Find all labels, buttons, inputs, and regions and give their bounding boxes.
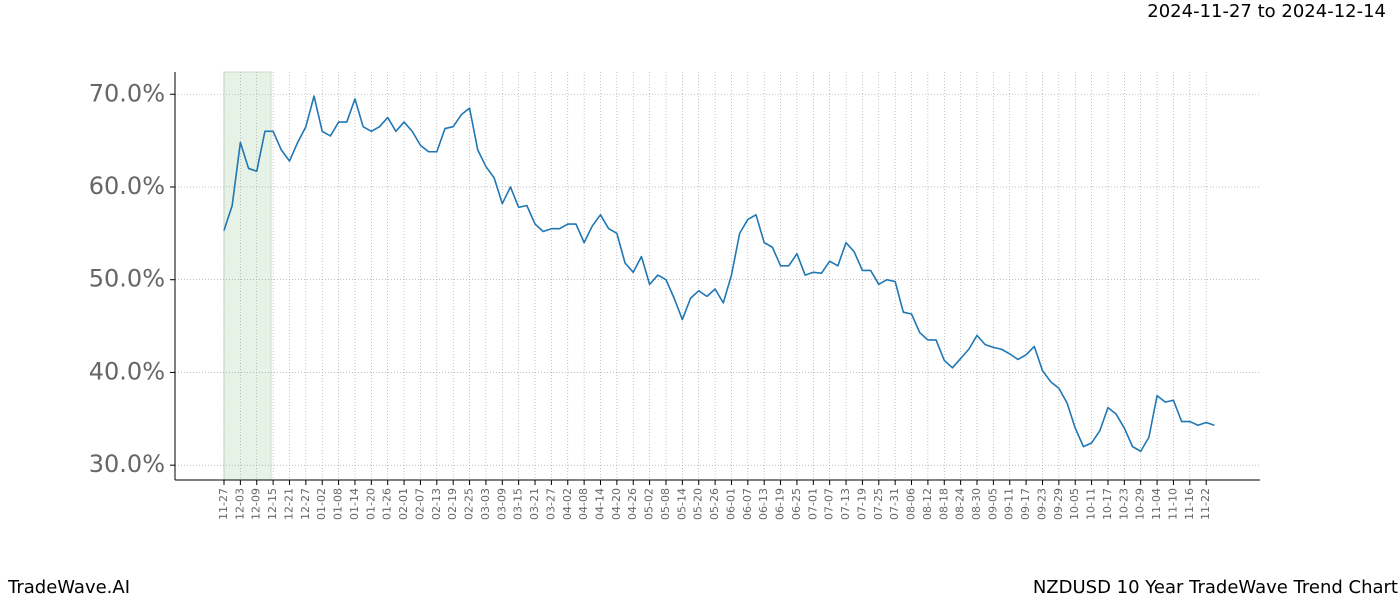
x-tick-label: 01-08 (332, 488, 345, 520)
x-tick-label: 09-29 (1052, 488, 1065, 520)
trend-line (223, 95, 1215, 453)
x-tick-label: 07-13 (839, 488, 852, 520)
x-tick-label: 04-08 (577, 488, 590, 520)
x-tick-label: 11-10 (1166, 488, 1179, 520)
x-tick-label: 10-29 (1134, 488, 1147, 520)
date-range: 2024-11-27 to 2024-12-14 (1147, 1, 1386, 22)
y-tick-label: 40.0% (89, 357, 165, 385)
x-tick-label: 11-04 (1150, 488, 1163, 520)
x-tick-label: 04-20 (610, 488, 623, 520)
x-tick-label: 05-26 (708, 488, 721, 520)
chart-title: NZDUSD 10 Year TradeWave Trend Chart (1033, 577, 1398, 598)
y-tick-label: 30.0% (89, 450, 165, 478)
x-tick-label: 09-11 (1003, 488, 1016, 520)
x-tick-label: 06-07 (741, 488, 754, 520)
x-tick-label: 11-16 (1183, 488, 1196, 520)
x-tick-label: 08-12 (921, 488, 934, 520)
x-tick-label: 07-01 (806, 488, 819, 520)
x-tick-label: 03-09 (495, 488, 508, 520)
x-tick-label: 12-03 (233, 488, 246, 520)
x-tick-label: 01-20 (364, 488, 377, 520)
x-tick-label: 01-14 (348, 488, 361, 520)
x-tick-label: 03-15 (512, 488, 525, 520)
x-tick-label: 08-18 (937, 488, 950, 520)
x-tick-label: 06-25 (790, 488, 803, 520)
brand: TradeWave.AI (7, 577, 130, 598)
x-tick-label: 07-19 (855, 488, 868, 520)
x-tick-label: 12-27 (299, 488, 312, 520)
x-tick-label: 07-25 (872, 488, 885, 520)
x-tick-label: 02-07 (413, 488, 426, 520)
x-tick-label: 03-03 (479, 488, 492, 520)
x-tick-label: 05-20 (692, 488, 705, 520)
x-tick-label: 12-21 (282, 488, 295, 520)
x-tick-label: 05-08 (659, 488, 672, 520)
x-tick-label: 06-01 (724, 488, 737, 520)
x-tick-label: 10-23 (1117, 488, 1130, 520)
x-tick-label: 04-14 (594, 488, 607, 520)
x-tick-label: 06-13 (757, 488, 770, 520)
x-tick-label: 12-15 (266, 488, 279, 520)
x-tick-label: 08-30 (970, 488, 983, 520)
x-tick-label: 10-17 (1101, 488, 1114, 520)
x-tick-label: 02-01 (397, 488, 410, 520)
x-tick-label: 09-17 (1019, 488, 1032, 520)
x-tick-label: 12-09 (250, 488, 263, 520)
x-tick-label: 04-02 (561, 488, 574, 520)
x-tick-label: 03-21 (528, 488, 541, 520)
x-tick-label: 09-05 (986, 488, 999, 520)
x-tick-label: 08-06 (905, 488, 918, 520)
x-tick-label: 10-11 (1085, 488, 1098, 520)
x-tick-label: 02-19 (446, 488, 459, 520)
y-tick-label: 70.0% (89, 79, 165, 107)
x-tick-label: 02-13 (430, 488, 443, 520)
x-tick-label: 03-27 (544, 488, 557, 520)
x-tick-label: 05-02 (643, 488, 656, 520)
y-tick-label: 60.0% (89, 172, 165, 200)
x-tick-label: 09-23 (1035, 488, 1048, 520)
x-tick-label: 04-26 (626, 488, 639, 520)
x-tick-label: 10-05 (1068, 488, 1081, 520)
x-tick-label: 01-26 (381, 488, 394, 520)
x-tick-label: 06-19 (774, 488, 787, 520)
x-tick-label: 01-02 (315, 488, 328, 520)
y-tick-label: 50.0% (89, 265, 165, 293)
x-tick-label: 11-22 (1199, 488, 1212, 520)
x-tick-label: 02-25 (463, 488, 476, 520)
x-tick-label: 05-14 (675, 488, 688, 520)
x-tick-label: 11-27 (217, 488, 230, 520)
x-tick-label: 08-24 (954, 488, 967, 520)
x-tick-label: 07-07 (823, 488, 836, 520)
x-tick-label: 07-31 (888, 488, 901, 520)
